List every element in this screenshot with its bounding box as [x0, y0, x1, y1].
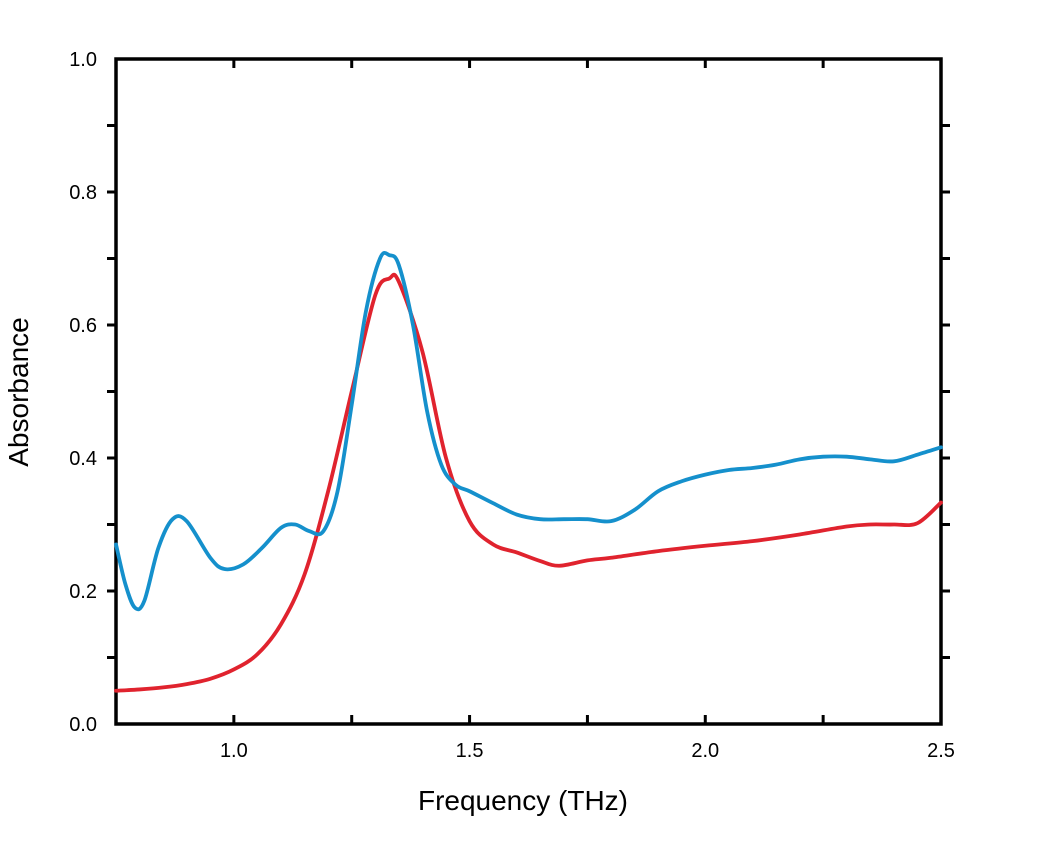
y-tick-label: 0.4 [69, 448, 97, 470]
series-line-2 [114, 251, 943, 612]
x-axis-title: Frequency (THz) [418, 785, 628, 816]
x-tick-label: 2.0 [691, 740, 719, 762]
series-layer [114, 251, 943, 693]
y-tick-label: 0.0 [69, 714, 97, 736]
plot-frame [114, 57, 943, 726]
x-tick-label: 1.5 [456, 740, 484, 762]
y-tick-label: 0.8 [69, 182, 97, 204]
y-tick-label: 1.0 [69, 49, 97, 71]
x-tick-label: 2.5 [927, 740, 955, 762]
y-tick-label: 0.6 [69, 315, 97, 337]
x-tick-label: 1.0 [220, 740, 248, 762]
plot-area [114, 57, 943, 726]
y-tick-label: 0.2 [69, 581, 97, 603]
y-axis-title: Absorbance [3, 317, 34, 466]
axis-ticks [107, 59, 950, 724]
series-line-1 [114, 272, 943, 693]
tick-labels: 1.0 1.5 2.0 2.5 0.0 0.2 0.4 0.6 0.8 1.0 [69, 49, 955, 762]
